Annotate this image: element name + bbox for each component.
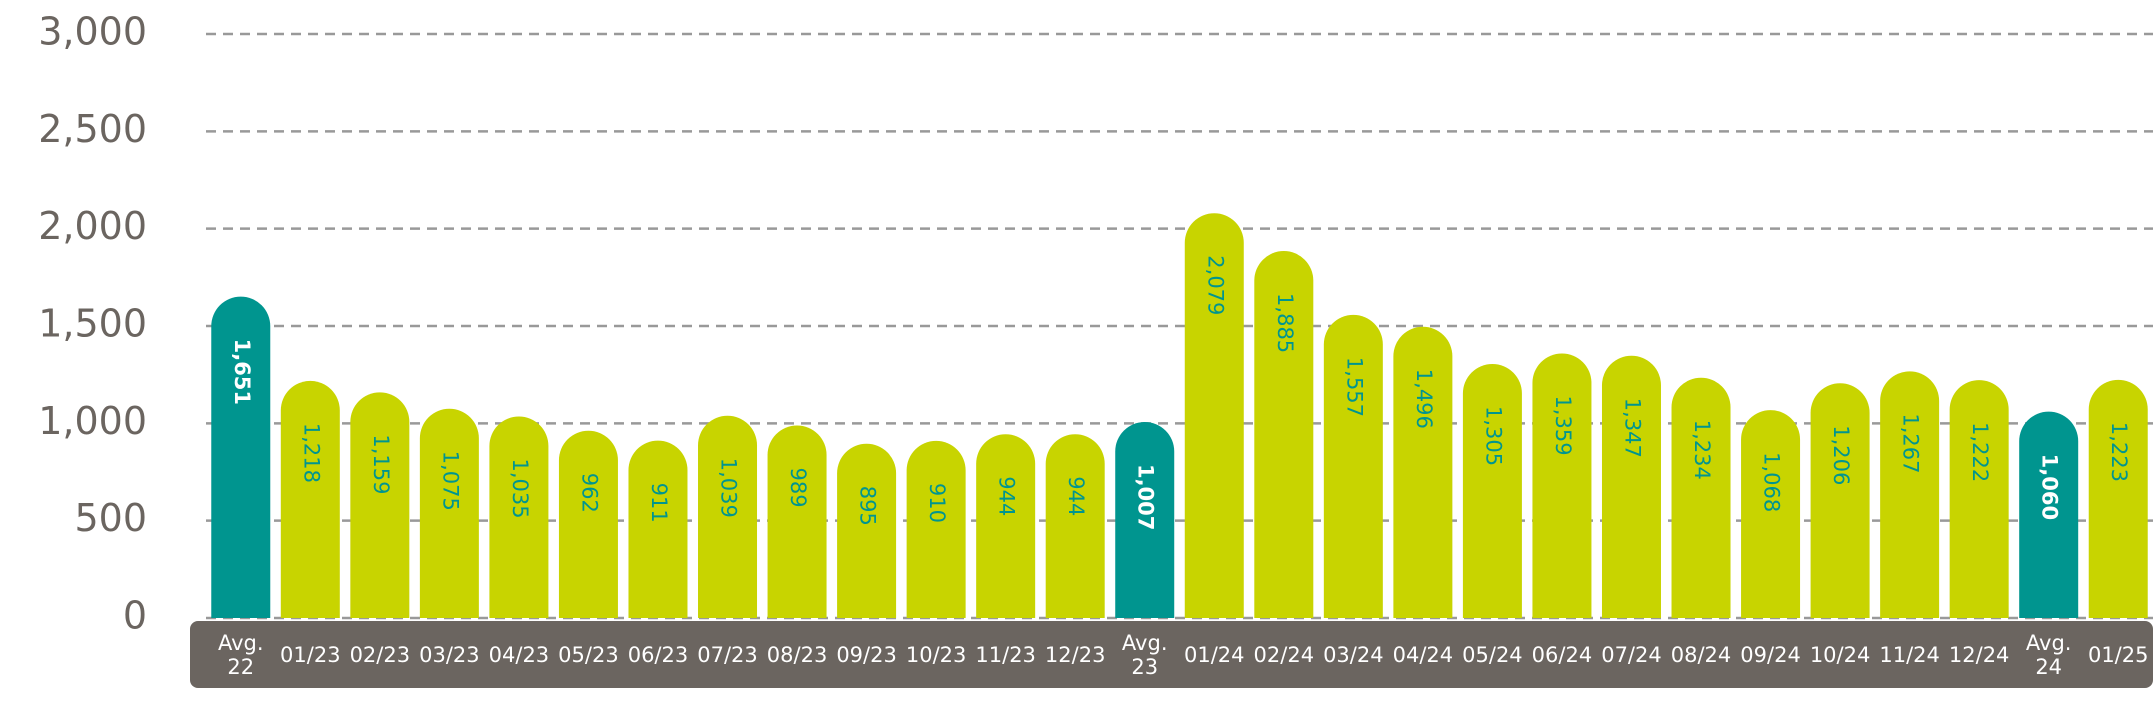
bar (976, 434, 1036, 618)
value-label: 1,222 (1968, 422, 1992, 482)
x-tick-label: 07/24 (1601, 642, 1662, 667)
value-label: 895 (856, 486, 880, 526)
x-tick-label: 08/24 (1670, 642, 1732, 667)
x-tick-label: 12/23 (1044, 642, 1106, 667)
value-label: 911 (647, 483, 671, 523)
x-tick-label: 12/24 (1948, 642, 2010, 667)
value-label: 2,079 (1203, 255, 1227, 315)
x-tick-label: 11/23 (975, 642, 1036, 667)
y-tick-label: 0 (123, 594, 147, 638)
y-tick-label: 1,500 (38, 302, 147, 346)
x-tick-label: 07/23 (697, 642, 758, 667)
bar (1532, 353, 1592, 618)
bar (1323, 314, 1383, 618)
value-label: 1,885 (1273, 293, 1297, 353)
value-label: 1,206 (1829, 425, 1853, 485)
value-label: 910 (925, 483, 949, 523)
bar (1393, 326, 1453, 618)
bar (1254, 251, 1314, 618)
bar (1184, 213, 1244, 618)
bar (1949, 380, 2009, 618)
value-label: 944 (995, 476, 1019, 516)
bar (2019, 411, 2079, 618)
x-tick-label: Avg. 24 (2025, 630, 2072, 679)
value-label: 1,068 (1760, 452, 1784, 512)
x-tick-label: 01/24 (1184, 642, 1245, 667)
y-tick-label: 2,000 (38, 204, 147, 248)
bar (1810, 383, 1870, 618)
x-tick-label: 05/23 (558, 642, 619, 667)
x-tick-label: 11/24 (1879, 642, 1940, 667)
value-label: 1,060 (2038, 454, 2062, 520)
x-tick-label: 09/23 (836, 642, 897, 667)
x-tick-label: 09/24 (1740, 642, 1801, 667)
x-tick-label: 08/23 (766, 642, 828, 667)
x-tick-label: 10/23 (905, 642, 967, 667)
bar (698, 415, 758, 618)
y-tick-label: 3,000 (38, 10, 147, 54)
bar (1880, 371, 1940, 618)
value-label: 1,651 (230, 339, 254, 405)
value-label: 1,075 (438, 451, 462, 511)
value-label: 1,223 (2107, 422, 2131, 482)
x-tick-label: 04/23 (488, 642, 550, 667)
value-label: 1,305 (1481, 406, 1505, 466)
bar (280, 380, 340, 618)
bar (419, 408, 479, 618)
bar (1462, 363, 1522, 618)
x-tick-label: 03/24 (1323, 642, 1384, 667)
bar (1045, 434, 1105, 618)
value-label: 1,496 (1412, 369, 1436, 429)
bar (837, 443, 897, 618)
value-label: 1,039 (717, 458, 741, 518)
value-label: 1,267 (1899, 413, 1923, 473)
value-label: 1,234 (1690, 420, 1714, 480)
bar (767, 425, 827, 618)
value-label: 944 (1064, 476, 1088, 516)
bar (1741, 410, 1801, 618)
value-label: 1,035 (508, 459, 532, 519)
x-tick-label: 05/24 (1462, 642, 1523, 667)
value-label: 989 (786, 467, 810, 507)
y-tick-label: 1,000 (38, 399, 147, 443)
y-tick-label: 2,500 (38, 107, 147, 151)
bar (628, 440, 688, 618)
value-label: 1,557 (1342, 357, 1366, 417)
x-tick-label: 02/23 (349, 642, 411, 667)
value-label: 1,159 (369, 434, 393, 494)
x-tick-label: 03/23 (419, 642, 480, 667)
y-tick-label: 500 (74, 496, 147, 540)
bar (350, 392, 410, 618)
x-tick-label: 06/23 (627, 642, 689, 667)
bar (906, 440, 966, 618)
value-label: 1,359 (1551, 395, 1575, 455)
value-label: 962 (577, 473, 601, 513)
value-label: 1,218 (299, 423, 323, 483)
x-tick-label: 04/24 (1392, 642, 1454, 667)
value-label: 1,007 (1134, 464, 1158, 530)
x-tick-label: 10/24 (1809, 642, 1871, 667)
x-tick-label: Avg. 22 (217, 630, 264, 679)
x-tick-label: 06/24 (1531, 642, 1593, 667)
x-tick-label: 01/23 (280, 642, 341, 667)
bar (1115, 421, 1175, 618)
bar (211, 296, 271, 618)
bar (1601, 355, 1661, 618)
bar (558, 430, 618, 618)
x-tick-label: 02/24 (1253, 642, 1315, 667)
x-tick-label: 01/25 (2087, 642, 2149, 667)
bar (1671, 377, 1731, 618)
bar (489, 416, 549, 618)
value-label: 1,347 (1620, 398, 1644, 458)
x-tick-label: Avg. 23 (1121, 630, 1168, 679)
category-band (190, 621, 2153, 688)
bar (2088, 379, 2148, 618)
